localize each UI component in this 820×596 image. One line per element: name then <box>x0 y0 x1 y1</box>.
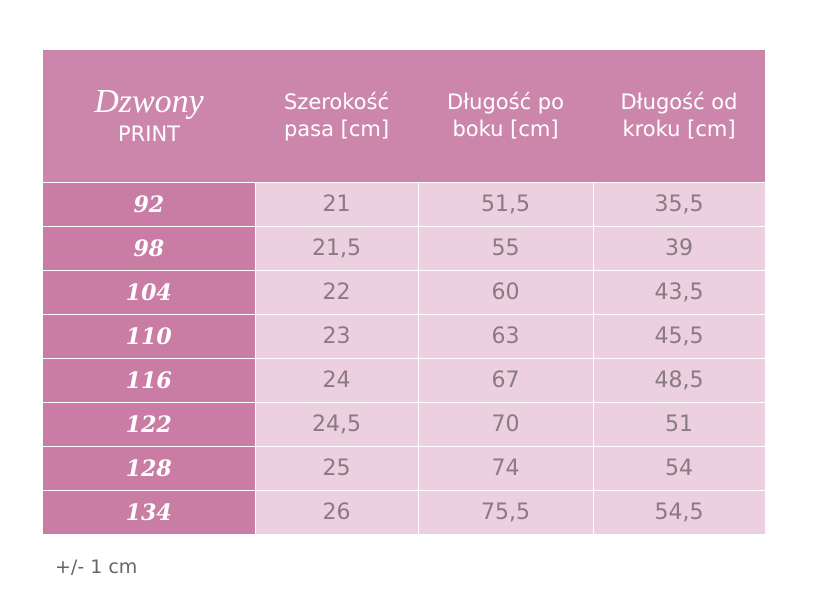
measure-cell: 22 <box>254 270 419 315</box>
size-cell: 92 <box>43 182 256 227</box>
measure-cell: 43,5 <box>592 270 766 315</box>
size-cell: 116 <box>43 358 256 403</box>
measure-cell: 48,5 <box>592 358 766 403</box>
size-row: 98 21,5 55 39 <box>43 226 766 271</box>
column-header: Długość po boku [cm] <box>418 50 593 183</box>
size-cell: 110 <box>43 314 256 359</box>
measure-cell: 75,5 <box>417 490 594 535</box>
tolerance-note: +/- 1 cm <box>55 556 138 578</box>
brand-subtitle: PRINT <box>118 122 180 146</box>
header-row: Dzwony PRINT Szerokość pasa [cm] Długość… <box>43 50 765 183</box>
size-cell: 134 <box>43 490 256 535</box>
measure-cell: 26 <box>254 490 419 535</box>
size-cell: 104 <box>43 270 256 315</box>
column-header: Szerokość pasa [cm] <box>255 50 418 183</box>
measure-cell: 54 <box>592 446 766 491</box>
measure-cell: 51 <box>592 402 766 447</box>
size-row: 104 22 60 43,5 <box>43 270 766 315</box>
size-row: 134 26 75,5 54,5 <box>43 490 766 535</box>
brand-title: Dzwony <box>94 83 204 120</box>
measure-cell: 51,5 <box>417 182 594 227</box>
size-cell: 98 <box>43 226 256 271</box>
measure-cell: 60 <box>417 270 594 315</box>
table-body: 92 21 51,5 35,5 98 21,5 55 39 104 22 60 43,5 110 23 63… <box>43 182 766 535</box>
measure-cell: 25 <box>254 446 419 491</box>
measure-cell: 63 <box>417 314 594 359</box>
measure-cell: 21 <box>254 182 419 227</box>
measure-cell: 23 <box>254 314 419 359</box>
column-header: Długość od kroku [cm] <box>593 50 765 183</box>
measure-cell: 54,5 <box>592 490 766 535</box>
measure-cell: 45,5 <box>592 314 766 359</box>
measure-cell: 39 <box>592 226 766 271</box>
size-row: 116 24 67 48,5 <box>43 358 766 403</box>
measure-cell: 74 <box>417 446 594 491</box>
measure-cell: 67 <box>417 358 594 403</box>
measure-cell: 35,5 <box>592 182 766 227</box>
measure-cell: 24,5 <box>254 402 419 447</box>
size-row: 110 23 63 45,5 <box>43 314 766 359</box>
size-cell: 128 <box>43 446 256 491</box>
size-row: 92 21 51,5 35,5 <box>43 182 766 227</box>
size-row: 128 25 74 54 <box>43 446 766 491</box>
measure-cell: 21,5 <box>254 226 419 271</box>
measure-cell: 70 <box>417 402 594 447</box>
brand-cell: Dzwony PRINT <box>43 50 255 183</box>
size-table: Dzwony PRINT Szerokość pasa [cm] Długość… <box>43 50 766 535</box>
measure-cell: 55 <box>417 226 594 271</box>
size-row: 122 24,5 70 51 <box>43 402 766 447</box>
measure-cell: 24 <box>254 358 419 403</box>
size-cell: 122 <box>43 402 256 447</box>
